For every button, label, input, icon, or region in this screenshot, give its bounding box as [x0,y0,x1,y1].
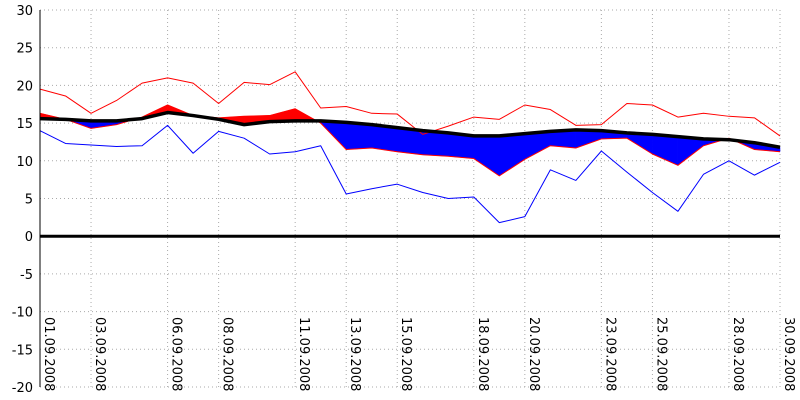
y-tick-label: 30 [16,4,33,19]
x-tick-label: 15.09.2008 [398,317,413,391]
y-tick-label: 15 [16,117,33,132]
y-tick-label: 5 [25,193,33,208]
x-tick-label: 11.09.2008 [296,317,311,391]
below-normal-fill [345,122,372,150]
y-tick-label: -5 [20,268,33,283]
min-temp-line [39,124,781,224]
y-tick-label: 20 [16,79,33,94]
y-tick-label: 0 [25,230,33,245]
x-tick-label: 01.09.2008 [41,317,56,391]
x-tick-label: 08.09.2008 [220,317,235,391]
below-normal-fill [575,129,602,149]
x-tick-label: 30.09.2008 [781,317,796,391]
x-tick-labels: 01.09.2008 03.09.2008 06.09.2008 08.09.2008… [41,317,796,391]
mean-temp-line [39,104,781,177]
y-tick-label: -15 [12,343,33,358]
x-tick-label: 20.09.2008 [526,317,541,391]
below-normal-fill [473,135,500,177]
below-normal-fill [422,130,449,157]
below-normal-fill [626,132,653,155]
x-tick-label: 06.09.2008 [169,317,184,391]
max-temp-line [39,71,781,137]
axes [39,10,780,387]
x-tick-label: 25.09.2008 [653,317,668,391]
below-normal-fill [524,131,551,160]
series-lines [39,71,781,224]
y-tick-label: -10 [12,306,33,321]
x-tick-label: 23.09.2008 [602,317,617,391]
x-tick-label: 18.09.2008 [475,317,490,391]
x-tick-label: 03.09.2008 [92,317,107,391]
y-tick-label: -20 [12,381,33,396]
y-tick-label: 25 [16,42,33,57]
x-tick-label: 13.09.2008 [347,317,362,391]
y-tick-labels: 30 25 20 15 10 5 0 -5 -10 -15 -20 [12,4,33,396]
x-tick-label: 28.09.2008 [730,317,745,391]
y-tick-label: 10 [16,155,33,170]
below-normal-fill [499,133,526,177]
normal-temp-line [39,110,781,149]
below-normal-fill [677,136,704,166]
